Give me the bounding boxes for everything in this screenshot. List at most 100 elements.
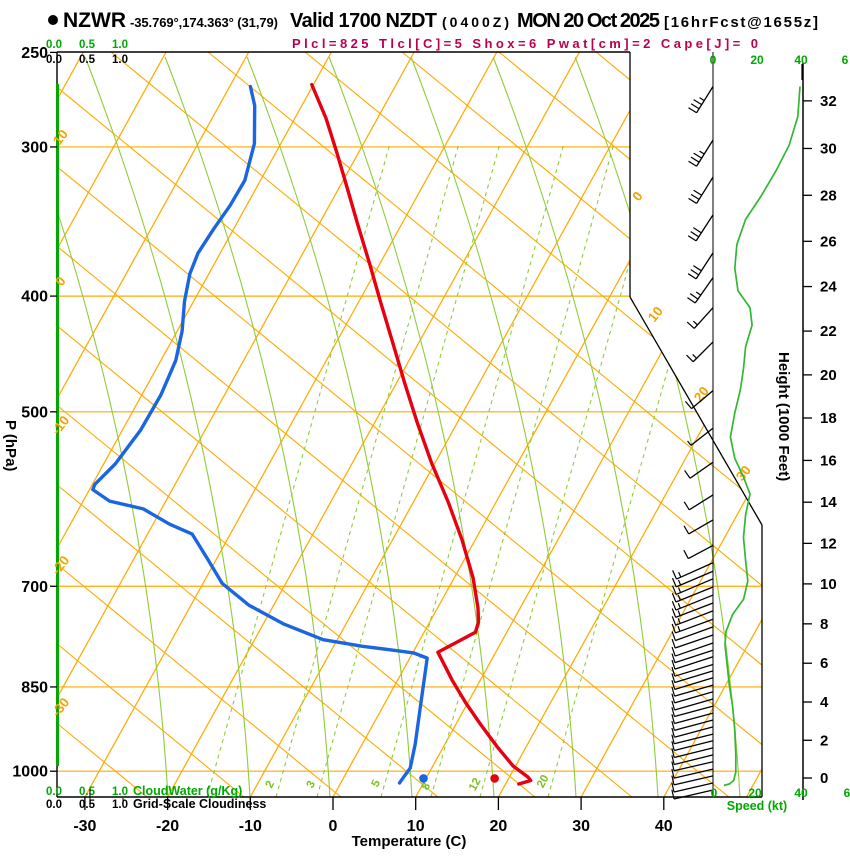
mixing-ratio-line <box>206 145 390 797</box>
barb-shaft <box>674 705 714 718</box>
barb-feather <box>671 761 675 771</box>
barb-feather <box>671 755 675 765</box>
wind-barb <box>671 740 714 752</box>
speed-bottom-tick-label: 40 <box>794 786 808 800</box>
wind-barb <box>687 427 714 446</box>
forecast-tag: [16hrFcst@1655z] <box>664 14 818 31</box>
cloudwater-bottom-tick: 0.0 <box>46 786 62 798</box>
isotherm-line <box>167 52 581 797</box>
wind-barb <box>671 656 714 670</box>
barb-shaft <box>688 519 714 535</box>
cloudiness-bottom-tick: 1.0 <box>112 799 128 811</box>
wind-barb <box>671 775 714 786</box>
barb-shaft <box>674 677 714 691</box>
mixing-ratio-line <box>430 145 614 797</box>
wind-barb <box>683 494 714 511</box>
barb-feather <box>671 714 675 724</box>
barb-feather <box>671 601 677 611</box>
barb-shaft <box>673 775 714 786</box>
barb-feather <box>671 666 676 677</box>
wind-barb <box>688 86 714 114</box>
barb-feather <box>687 297 696 304</box>
barb-shaft <box>695 214 714 242</box>
barb-feather <box>687 273 697 280</box>
barb-shaft <box>674 684 714 697</box>
temperature-tick-label: 40 <box>655 818 673 835</box>
height-axis-title: Height (1000 Feet) <box>775 352 792 481</box>
isotherm-line <box>84 52 498 797</box>
wind-barb <box>684 390 714 410</box>
wind-barb <box>671 712 714 725</box>
height-tick-label: 0 <box>820 770 828 787</box>
barb-shaft <box>675 586 714 603</box>
pressure-tick-label: 700 <box>21 579 48 596</box>
dry-adiabat-line <box>304 52 762 797</box>
barb-shaft <box>674 698 714 711</box>
barb-shaft <box>674 747 714 759</box>
wind-barb <box>671 649 714 664</box>
speed-bottom-tick-label: 6 <box>844 786 850 800</box>
temperature-tick-label: 0 <box>329 818 338 835</box>
barb-feather <box>671 592 677 603</box>
wind-barb <box>688 176 714 204</box>
barb-feather <box>671 768 675 779</box>
barb-shaft <box>675 578 714 596</box>
isotherm-line <box>580 52 762 797</box>
dry-adiabat-line <box>57 52 633 797</box>
barb-shaft <box>676 562 714 580</box>
barb-half-feather <box>677 579 682 586</box>
wind-barb <box>671 705 714 718</box>
barb-feather <box>686 354 694 363</box>
speed-top-tick-label: 20 <box>750 53 764 67</box>
barb-shaft <box>674 754 714 766</box>
wind-barb <box>671 691 714 704</box>
wind-barb <box>686 341 714 363</box>
dry-adiabat-line <box>57 52 762 797</box>
barb-shaft <box>674 642 714 657</box>
isotherm-label: 30 <box>733 463 754 484</box>
barb-shaft <box>673 761 714 772</box>
barb-shaft <box>674 740 714 752</box>
barb-feather <box>671 577 677 588</box>
barb-feather <box>671 686 676 697</box>
wind-barb <box>672 562 714 580</box>
isotherm-line <box>663 52 762 797</box>
wind-barb <box>671 733 714 745</box>
barb-feather <box>671 707 675 717</box>
pressure-tick-label: 850 <box>21 679 48 696</box>
barb-feather <box>671 748 675 758</box>
barb-feather <box>671 700 676 711</box>
barb-shaft <box>688 494 714 511</box>
barb-shaft <box>695 252 714 280</box>
wind-barb <box>671 698 714 711</box>
cloudwater-top-tick: 0.0 <box>46 39 62 51</box>
pressure-tick-label: 250 <box>21 45 48 62</box>
barb-feather <box>689 293 699 300</box>
wind-barb <box>671 626 714 642</box>
barb-shaft <box>673 782 714 793</box>
valid-time: Valid 1700 NZDT <box>290 10 437 32</box>
cloudiness-top-tick: 0.5 <box>79 54 96 66</box>
mixing-ratio-line <box>316 145 500 797</box>
height-tick-label: 10 <box>820 576 837 593</box>
wind-barb <box>671 670 714 684</box>
wind-barb <box>671 602 714 618</box>
barb-half-feather <box>677 594 681 601</box>
barb-shaft <box>687 544 714 560</box>
barb-shaft <box>691 390 714 410</box>
dry-adiabat-line <box>110 52 762 797</box>
barb-shaft <box>674 691 714 704</box>
barb-half-feather <box>692 354 698 359</box>
wind-barb <box>671 594 714 611</box>
mixing-ratio-label: 20 <box>535 773 552 790</box>
barb-shaft <box>675 626 714 642</box>
wind-barb <box>671 747 714 759</box>
barb-feather <box>671 659 676 670</box>
wind-barb <box>671 578 714 596</box>
height-tick-label: 26 <box>820 233 837 250</box>
barb-feather <box>671 646 676 657</box>
dry-adiabat-line <box>57 52 245 797</box>
wind-speed-curve <box>723 86 801 787</box>
barb-shaft <box>696 176 714 204</box>
